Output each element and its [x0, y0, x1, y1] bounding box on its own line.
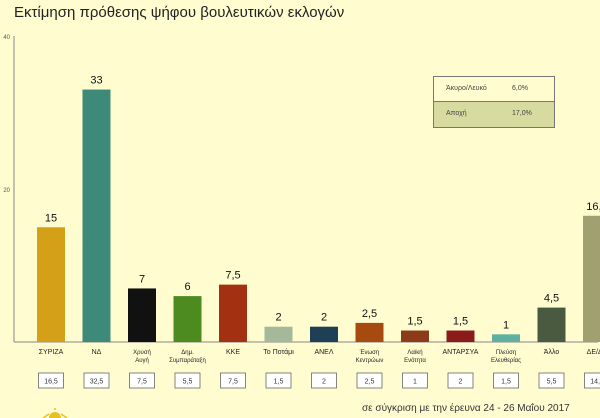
bar-value-label: 6 [184, 281, 190, 293]
chart-title: Εκτίμηση πρόθεσης ψήφου βουλευτικών εκλο… [14, 4, 345, 21]
category-label: Συμπαράταξη [169, 357, 206, 364]
bar [355, 322, 384, 342]
category-label: Πλεύση [496, 350, 516, 356]
category-label: ΑΝΕΛ [314, 349, 333, 356]
abstention-value: 17,0% [512, 110, 532, 117]
bars [37, 89, 600, 342]
previous-value-label: 14,5 [590, 379, 600, 386]
bar-value-label: 4,5 [544, 293, 559, 305]
bar-value-label: 16,5 [586, 201, 600, 213]
previous-value-box [493, 372, 519, 389]
bar [537, 307, 566, 342]
value-labels: 15 33 7 6 7,5 2 2 2,5 1,5 1,5 1 4,5 16,5 [45, 75, 600, 332]
invalid-blank-value: 6,0% [512, 85, 528, 92]
bar [219, 284, 247, 342]
previous-value-label: 1 [413, 379, 417, 386]
previous-value-label: 16,5 [44, 379, 58, 386]
y-tick-label: 40 [3, 35, 10, 41]
bar-value-label: 2,5 [362, 308, 377, 320]
bar [37, 227, 65, 342]
category-label: Δημ. [181, 350, 194, 356]
previous-value-box [220, 372, 246, 389]
bar-value-label: 33 [90, 75, 102, 87]
category-label: Χρυσή [133, 349, 151, 356]
category-label: ΝΔ [92, 349, 102, 356]
category-label: Άλλο [544, 349, 560, 356]
bar [583, 215, 600, 342]
bar [264, 326, 293, 342]
previous-value-box [265, 372, 292, 389]
previous-value-box [174, 372, 201, 389]
previous-value-box [129, 372, 155, 389]
category-label: ΔΕ/ΔΑ [587, 349, 600, 356]
abstention-row: Αποχή 17,0% [434, 102, 554, 127]
bar-value-label: 1,5 [453, 316, 468, 328]
previous-value-label: 7,5 [228, 379, 238, 386]
previous-value-label: 5,5 [547, 379, 557, 386]
previous-value-label: 2,5 [365, 379, 375, 386]
previous-value-box [538, 372, 565, 389]
previous-value-label: 2 [322, 379, 326, 386]
bar-value-label: 7,5 [225, 270, 240, 282]
previous-value-box [38, 372, 64, 389]
category-label: Ένωση [359, 350, 379, 356]
bar-value-label: 7 [139, 273, 145, 285]
previous-value-label: 32,5 [90, 379, 104, 386]
bar-value-label: 2 [321, 312, 327, 324]
previous-value-label: 2 [459, 379, 463, 386]
bar [310, 326, 338, 342]
category-label: Κεντρώων [356, 358, 384, 364]
category-label: ΑΝΤΑΡΣΥΑ [443, 349, 479, 356]
category-label: Αυγή [135, 357, 149, 364]
bar [401, 330, 429, 342]
y-tick-label: 20 [3, 188, 10, 194]
category-label: Ελευθερίας [491, 358, 521, 364]
bar [82, 89, 111, 342]
invalid-blank-row: Άκυρο/Λευκό 6,0% [434, 77, 554, 102]
previous-value-label: 1,5 [274, 379, 284, 386]
bar [492, 334, 520, 342]
previous-values: 16,5 32,5 7,5 5,5 7,5 1,5 2 2,5 1 2 1,5 5,5 14,5 [38, 372, 600, 389]
previous-value-label: 5,5 [183, 379, 193, 386]
category-label: Λαϊκή [407, 349, 422, 356]
category-label: ΣΥΡΙΖΑ [39, 349, 64, 356]
previous-value-label: 1,5 [501, 379, 511, 386]
invalid-blank-label: Άκυρο/Λευκό [446, 85, 487, 92]
previous-value-box [311, 372, 337, 389]
category-label: Ενότητα [404, 357, 426, 364]
previous-value-box [447, 372, 474, 389]
previous-value-label: 7,5 [137, 379, 147, 386]
bar-value-label: 2 [275, 312, 281, 324]
abstention-box: Άκυρο/Λευκό 6,0% Αποχή 17,0% [433, 76, 555, 128]
sun-logo-icon [42, 408, 68, 418]
bar [128, 288, 156, 342]
previous-value-box [83, 372, 110, 389]
comparison-footnote: σε σύγκριση με την έρευνα 24 - 26 Μαΐου … [362, 403, 570, 414]
bar-value-label: 1,5 [407, 316, 422, 328]
abstention-label: Αποχή [446, 110, 467, 117]
bar [446, 330, 475, 342]
category-label: ΚΚΕ [226, 349, 240, 356]
bar-value-label: 1 [503, 319, 509, 331]
bar [173, 296, 202, 342]
bar-value-label: 15 [45, 212, 57, 224]
previous-value-box [356, 372, 383, 389]
previous-value-box [584, 372, 600, 389]
category-label: Το Ποτάμι [263, 348, 294, 356]
previous-value-box [402, 372, 428, 389]
